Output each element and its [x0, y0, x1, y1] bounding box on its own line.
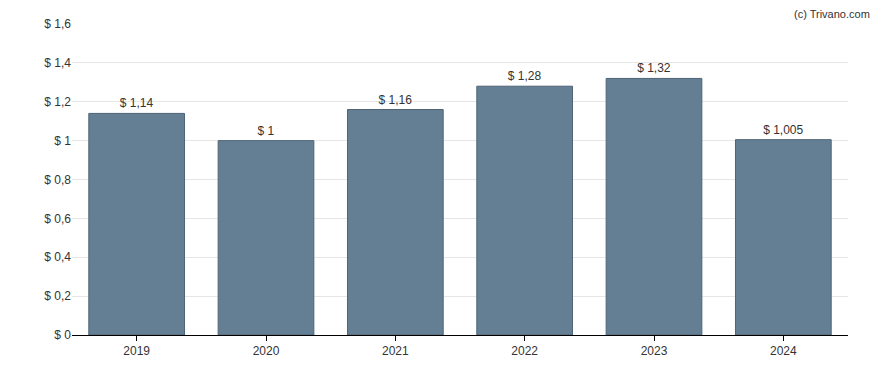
- svg-text:$ 1,4: $ 1,4: [44, 56, 71, 70]
- svg-text:$ 1,2: $ 1,2: [44, 95, 71, 109]
- svg-text:$ 1: $ 1: [257, 124, 274, 138]
- svg-text:$ 1,005: $ 1,005: [763, 123, 803, 137]
- svg-text:2022: 2022: [511, 344, 538, 358]
- svg-text:2020: 2020: [253, 344, 280, 358]
- svg-text:$ 0,2: $ 0,2: [44, 289, 71, 303]
- svg-text:2021: 2021: [382, 344, 409, 358]
- svg-text:$ 1: $ 1: [54, 134, 71, 148]
- svg-text:$ 0: $ 0: [54, 328, 71, 342]
- svg-text:$ 0,6: $ 0,6: [44, 212, 71, 226]
- svg-text:2024: 2024: [770, 344, 797, 358]
- svg-text:$ 1,6: $ 1,6: [44, 17, 71, 31]
- svg-text:(c) Trivano.com: (c) Trivano.com: [794, 8, 870, 20]
- svg-text:$ 1,28: $ 1,28: [508, 69, 542, 83]
- svg-text:$ 0,8: $ 0,8: [44, 173, 71, 187]
- svg-text:$ 1,32: $ 1,32: [637, 61, 671, 75]
- svg-text:2023: 2023: [641, 344, 668, 358]
- svg-text:$ 1,14: $ 1,14: [120, 96, 154, 110]
- svg-text:2019: 2019: [123, 344, 150, 358]
- svg-text:$ 1,16: $ 1,16: [378, 93, 412, 107]
- svg-text:$ 0,4: $ 0,4: [44, 250, 71, 264]
